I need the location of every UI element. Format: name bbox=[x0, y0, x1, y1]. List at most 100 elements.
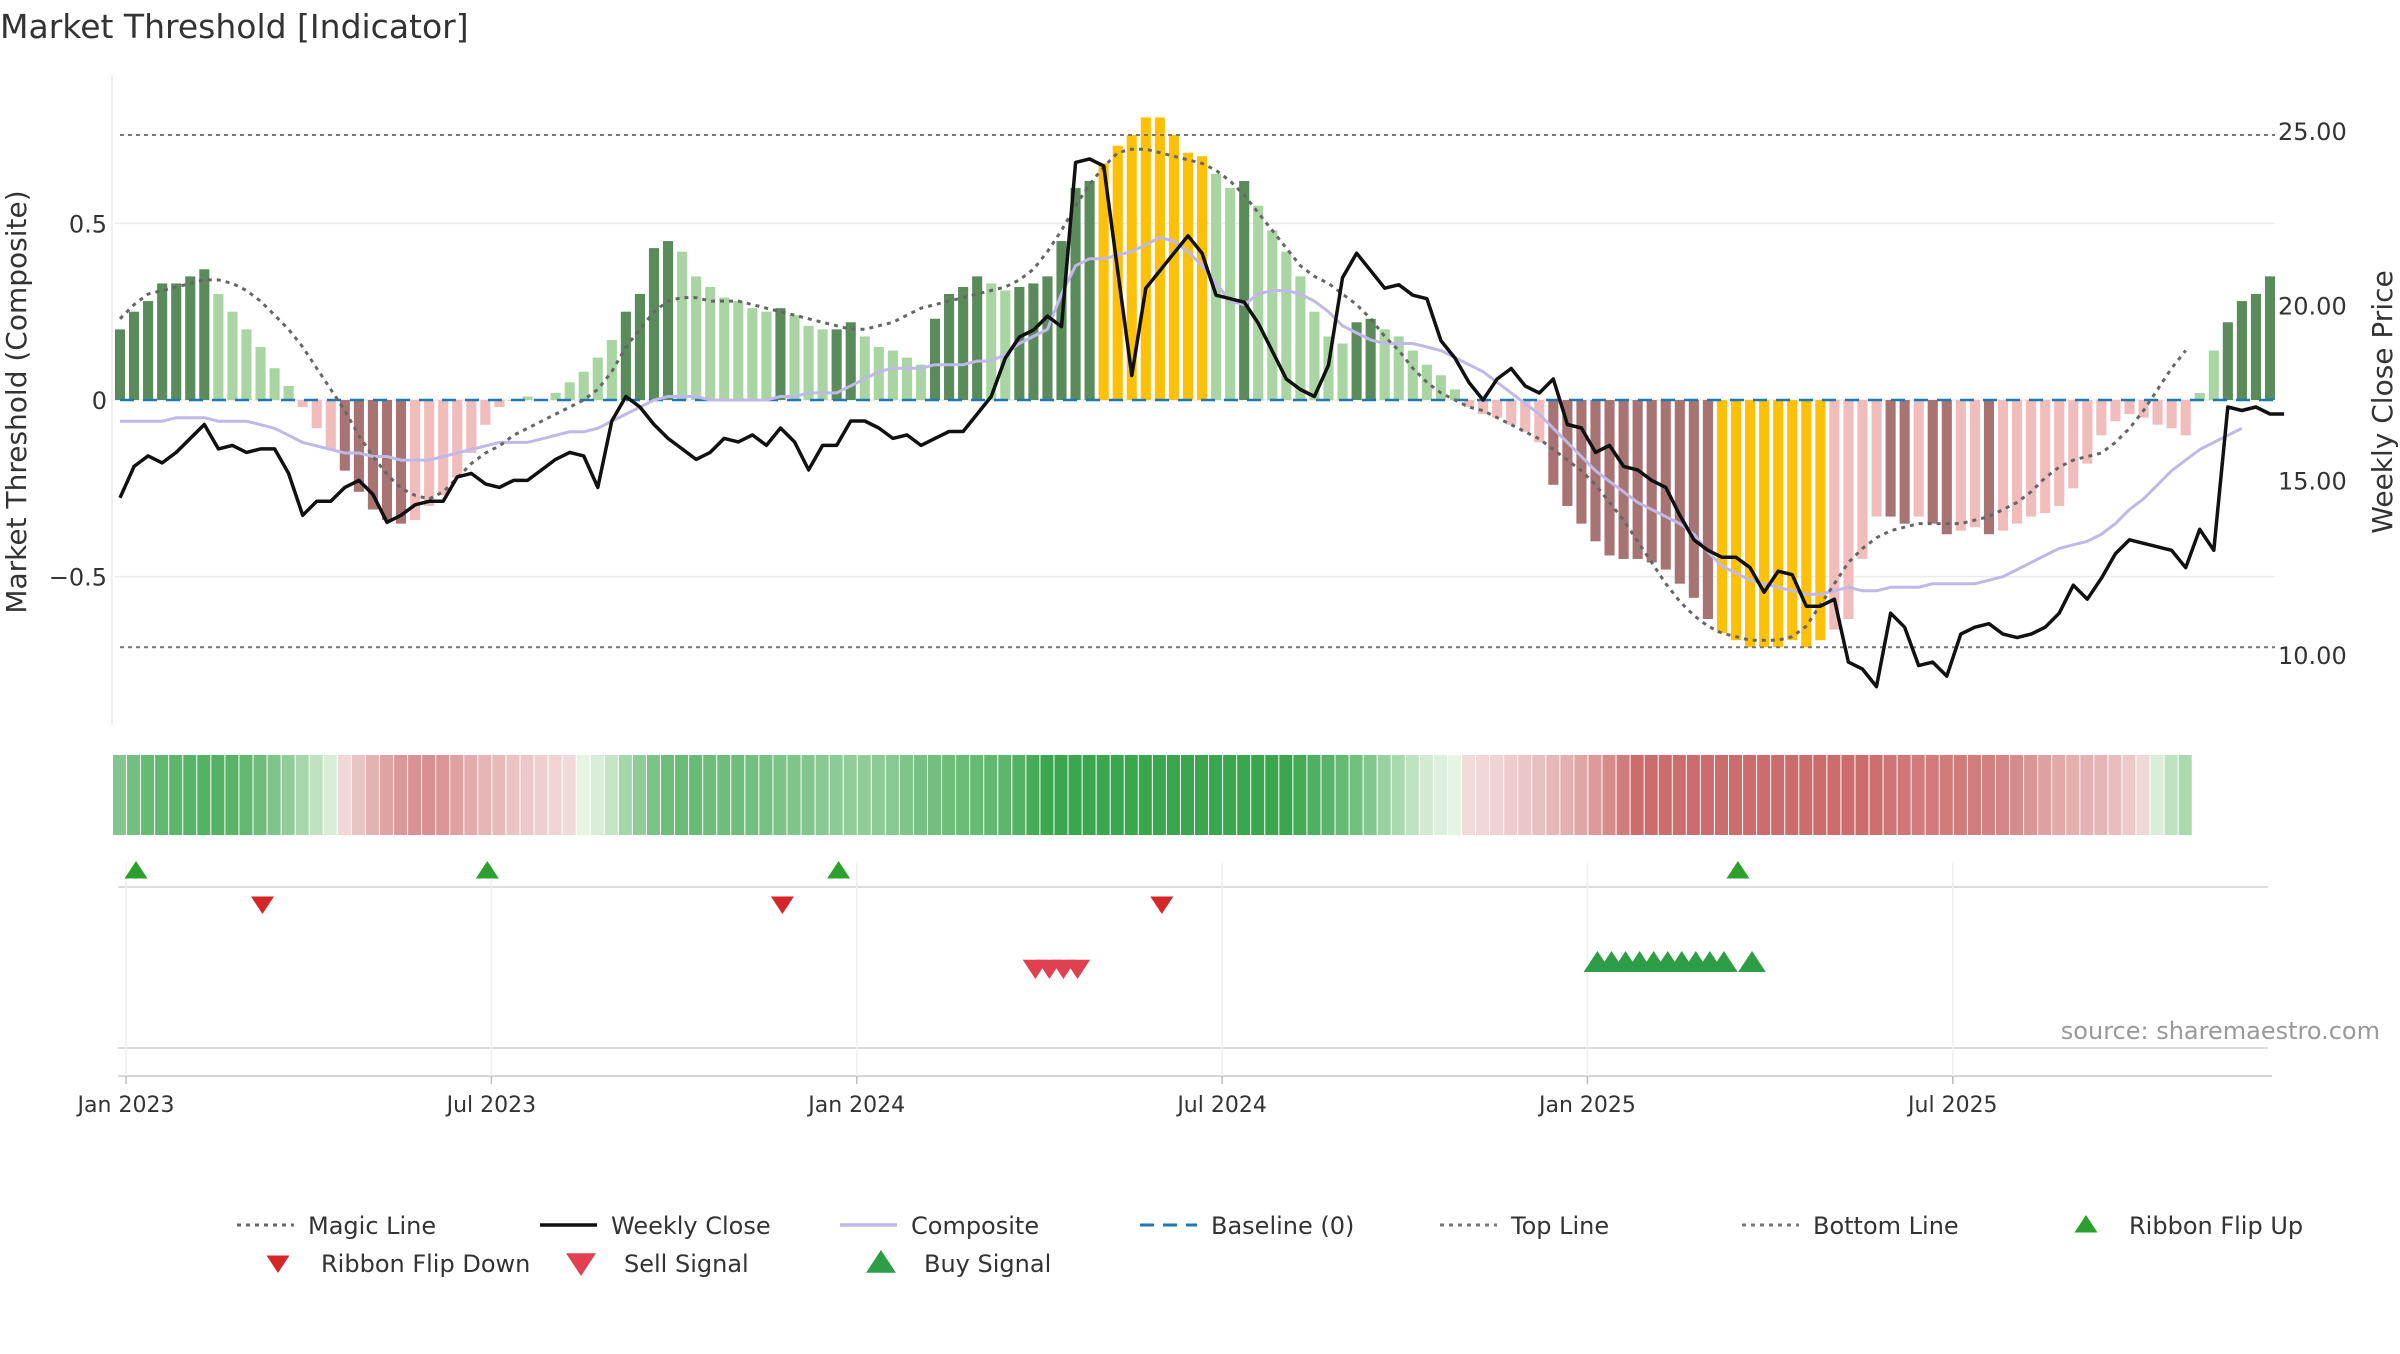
composite-bar bbox=[1435, 375, 1446, 400]
composite-bar bbox=[1899, 400, 1910, 524]
composite-bar bbox=[592, 357, 603, 400]
ribbon-cell bbox=[548, 755, 562, 835]
ribbon-cell bbox=[2122, 755, 2136, 835]
composite-bar bbox=[1281, 251, 1292, 400]
ribbon-cell bbox=[1166, 755, 1180, 835]
ribbon-cell bbox=[450, 755, 464, 835]
composite-bar bbox=[564, 382, 575, 400]
ribbon-flip-up-marker bbox=[124, 861, 148, 879]
ribbon-flip-up-marker bbox=[827, 861, 851, 879]
composite-bar bbox=[662, 241, 674, 400]
right-axis-label: Weekly Close Price bbox=[2366, 270, 2399, 533]
composite-bar bbox=[2082, 400, 2093, 464]
legend-label: Sell Signal bbox=[624, 1250, 749, 1278]
composite-bar bbox=[747, 308, 758, 400]
ribbon-cell bbox=[1138, 755, 1152, 835]
ribbon-cell bbox=[1953, 755, 1967, 835]
ribbon-cell bbox=[1672, 755, 1686, 835]
composite-bar bbox=[494, 400, 505, 408]
time-tick-label: Jul 2025 bbox=[1906, 1093, 1998, 1118]
composite-bar bbox=[353, 400, 364, 492]
legend-label: Weekly Close bbox=[611, 1212, 771, 1240]
chart-title: Market Threshold [Indicator] bbox=[0, 7, 469, 46]
ribbon-cell bbox=[1841, 755, 1855, 835]
ribbon-cell bbox=[1391, 755, 1405, 835]
composite-bar bbox=[972, 276, 983, 400]
ribbon-cell bbox=[1785, 755, 1799, 835]
ribbon-cell bbox=[1897, 755, 1911, 835]
ribbon-cell bbox=[759, 755, 773, 835]
ribbon-cell bbox=[1504, 755, 1518, 835]
ribbon-cell bbox=[169, 755, 183, 835]
ribbon-cell bbox=[562, 755, 576, 835]
composite-bar bbox=[466, 400, 477, 453]
composite-bar bbox=[2180, 400, 2191, 436]
ribbon-cell bbox=[1223, 755, 1237, 835]
composite-bar bbox=[424, 400, 435, 506]
legend-item: Magic Line bbox=[237, 1212, 436, 1240]
composite-bar bbox=[2054, 400, 2065, 506]
ribbon-cell bbox=[1068, 755, 1082, 835]
composite-bar bbox=[677, 251, 688, 400]
legend-label: Magic Line bbox=[308, 1212, 436, 1240]
composite-bar bbox=[620, 311, 631, 400]
composite-bar bbox=[171, 283, 182, 400]
composite-bar bbox=[114, 329, 126, 400]
time-tick-label: Jan 2024 bbox=[806, 1093, 905, 1118]
ribbon-cell bbox=[112, 755, 127, 835]
ribbon-cell bbox=[1686, 755, 1700, 835]
composite-bar bbox=[199, 269, 210, 400]
ribbon-cell bbox=[281, 755, 295, 835]
composite-bar bbox=[1211, 173, 1222, 400]
composite-bar bbox=[1787, 400, 1798, 641]
composite-bar bbox=[480, 400, 491, 425]
right-tick-label: 20.00 bbox=[2278, 293, 2347, 321]
composite-bar bbox=[1365, 318, 1376, 400]
legend-item: Sell Signal bbox=[566, 1250, 749, 1278]
legend-label: Bottom Line bbox=[1813, 1212, 1959, 1240]
composite-bar bbox=[381, 400, 393, 521]
ribbon-flip-down-marker bbox=[1150, 896, 1174, 914]
composite-bar bbox=[1463, 400, 1475, 408]
ribbon-flip-up-marker bbox=[475, 861, 499, 879]
composite-bar bbox=[958, 286, 969, 400]
ribbon-cell bbox=[1265, 755, 1279, 835]
composite-bar bbox=[2250, 294, 2262, 400]
composite-bar bbox=[887, 350, 898, 400]
legend-label: Buy Signal bbox=[924, 1250, 1051, 1278]
composite-bar bbox=[1196, 156, 1208, 400]
ribbon-cell bbox=[970, 755, 984, 835]
composite-bar bbox=[1871, 400, 1882, 517]
ribbon-cell bbox=[1911, 755, 1925, 835]
ribbon-cell bbox=[1321, 755, 1335, 835]
ribbon-cell bbox=[1180, 755, 1194, 835]
ribbon-cell bbox=[1237, 755, 1251, 835]
ribbon-cell bbox=[1152, 755, 1166, 835]
composite-bar bbox=[2110, 400, 2121, 422]
ribbon-cell bbox=[1728, 755, 1743, 835]
ribbon-cell bbox=[829, 755, 843, 835]
ribbon-cell bbox=[731, 755, 745, 835]
composite-bar bbox=[859, 336, 870, 400]
ribbon-cell bbox=[2052, 755, 2066, 835]
composite-bar bbox=[1239, 180, 1250, 400]
ribbon-cell bbox=[1124, 755, 1138, 835]
composite-bar bbox=[438, 400, 449, 496]
composite-bar bbox=[1225, 188, 1236, 400]
ribbon-strip bbox=[112, 755, 2192, 835]
ribbon-cell bbox=[1560, 755, 1574, 835]
composite-bar bbox=[1829, 400, 1840, 630]
composite-bar bbox=[901, 357, 912, 400]
right-tick-label: 25.00 bbox=[2278, 118, 2347, 146]
composite-bar bbox=[803, 325, 814, 400]
composite-bar bbox=[733, 301, 744, 400]
legend-swatch bbox=[266, 1255, 290, 1273]
ribbon-cell bbox=[1757, 755, 1771, 835]
ribbon-cell bbox=[1981, 755, 1995, 835]
composite-bar bbox=[944, 294, 955, 400]
composite-bar bbox=[255, 347, 266, 400]
ribbon-cell bbox=[1293, 755, 1307, 835]
ribbon-cell bbox=[379, 755, 394, 835]
ribbon-cell bbox=[1447, 755, 1461, 835]
